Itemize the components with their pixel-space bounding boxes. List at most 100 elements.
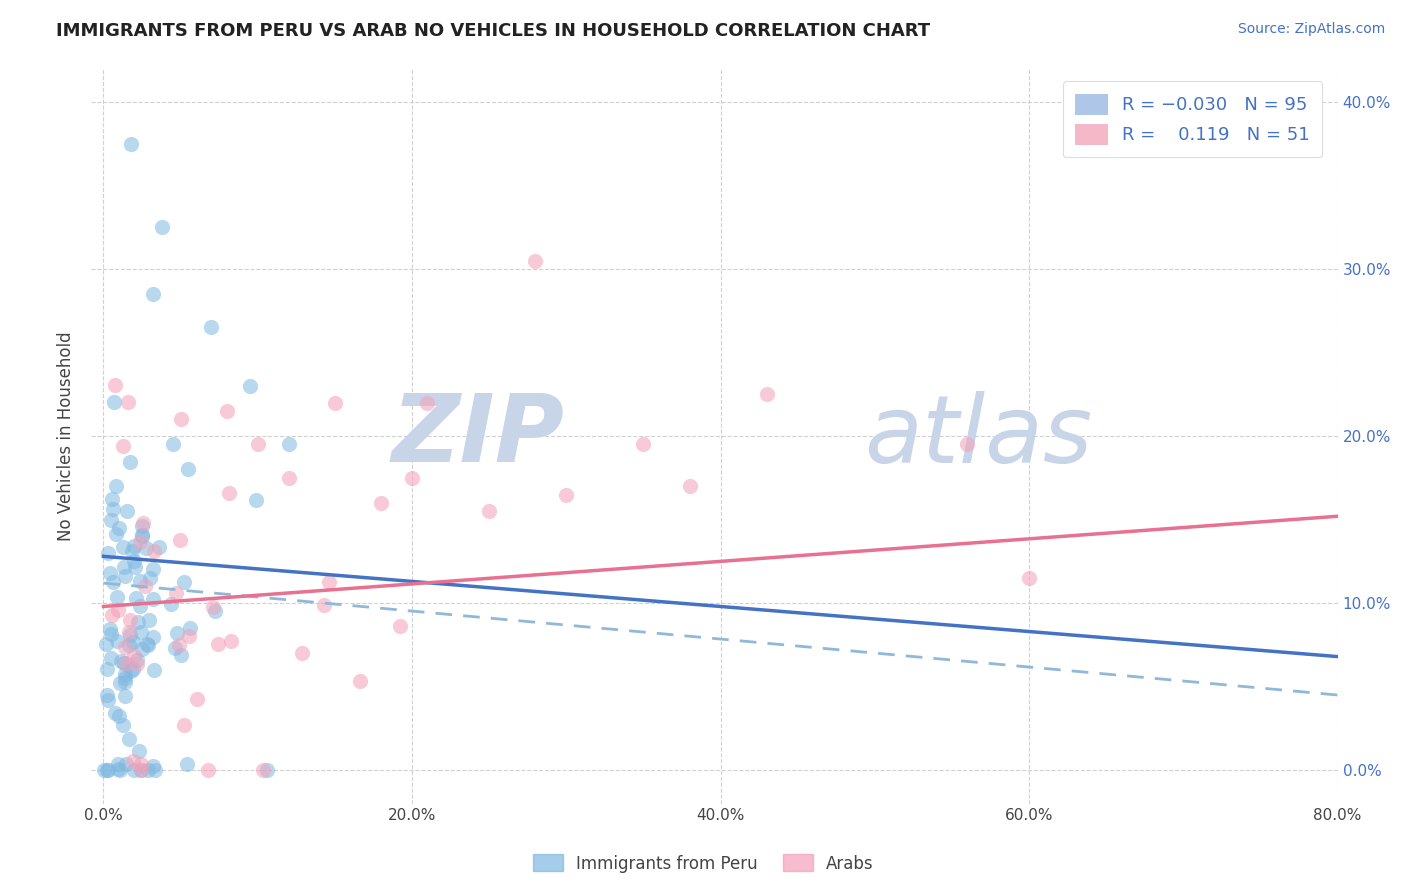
Point [122, 754, 145, 768]
Point [177, 629, 200, 643]
Point [129, 574, 152, 588]
Point [121, 544, 143, 558]
Point [162, 437, 184, 451]
Point [218, 486, 240, 500]
Point [129, 763, 152, 777]
Point [256, 763, 278, 777]
Point [114, 568, 136, 582]
Point [245, 493, 267, 508]
Point [118, 455, 141, 469]
Point [150, 220, 173, 235]
Point [118, 731, 141, 746]
Point [124, 554, 146, 568]
Point [135, 541, 157, 555]
Point [129, 599, 152, 613]
Point [108, 675, 131, 690]
Point [679, 479, 702, 493]
Point [246, 437, 269, 451]
Point [349, 674, 371, 689]
Point [388, 618, 411, 632]
Point [239, 379, 262, 393]
Point [124, 560, 146, 574]
Text: atlas: atlas [863, 391, 1092, 482]
Point [97, 546, 120, 560]
Point [160, 597, 183, 611]
Point [103, 394, 125, 409]
Point [204, 604, 226, 618]
Point [114, 666, 136, 681]
Point [478, 504, 501, 518]
Point [96, 688, 118, 702]
Point [97, 763, 120, 777]
Point [138, 613, 160, 627]
Point [128, 744, 150, 758]
Point [115, 656, 138, 670]
Point [277, 471, 299, 485]
Point [173, 718, 195, 732]
Point [169, 412, 191, 426]
Point [112, 439, 135, 453]
Point [108, 763, 131, 777]
Point [131, 528, 153, 542]
Point [277, 437, 299, 451]
Point [94, 637, 117, 651]
Point [104, 706, 127, 720]
Point [120, 136, 142, 151]
Point [104, 377, 127, 392]
Point [370, 496, 392, 510]
Point [170, 648, 193, 663]
Point [98, 566, 121, 581]
Point [755, 387, 778, 401]
Point [125, 591, 148, 606]
Point [555, 487, 578, 501]
Legend: R = −0.030   N = 95, R =    0.119   N = 51: R = −0.030 N = 95, R = 0.119 N = 51 [1063, 81, 1323, 157]
Point [125, 657, 148, 671]
Point [142, 287, 165, 301]
Point [219, 634, 242, 648]
Point [142, 631, 165, 645]
Text: IMMIGRANTS FROM PERU VS ARAB NO VEHICLES IN HOUSEHOLD CORRELATION CHART: IMMIGRANTS FROM PERU VS ARAB NO VEHICLES… [56, 22, 931, 40]
Point [176, 756, 198, 771]
Point [142, 663, 165, 677]
Point [401, 471, 423, 485]
Point [633, 437, 655, 451]
Point [93, 763, 115, 777]
Point [96, 763, 118, 777]
Point [129, 763, 152, 777]
Point [1018, 571, 1040, 585]
Point [163, 640, 186, 655]
Point [186, 691, 208, 706]
Point [122, 539, 145, 553]
Point [107, 603, 129, 617]
Point [252, 763, 274, 777]
Point [215, 404, 238, 418]
Point [290, 646, 312, 660]
Point [142, 759, 165, 773]
Point [98, 622, 121, 636]
Point [131, 518, 153, 533]
Point [121, 634, 143, 648]
Point [118, 613, 141, 627]
Text: Source: ZipAtlas.com: Source: ZipAtlas.com [1237, 22, 1385, 37]
Point [104, 479, 127, 493]
Point [200, 320, 222, 334]
Text: ZIP: ZIP [392, 390, 565, 482]
Point [207, 637, 229, 651]
Point [101, 491, 124, 506]
Point [100, 513, 122, 527]
Point [131, 624, 153, 639]
Point [112, 656, 135, 670]
Point [107, 757, 129, 772]
Point [136, 638, 159, 652]
Point [141, 562, 163, 576]
Point [127, 615, 149, 630]
Point [131, 529, 153, 543]
Point [100, 627, 122, 641]
Point [103, 575, 125, 590]
Point [103, 502, 125, 516]
Point [117, 395, 139, 409]
Y-axis label: No Vehicles in Household: No Vehicles in Household [58, 331, 75, 541]
Point [112, 718, 135, 732]
Point [129, 535, 152, 549]
Point [112, 560, 135, 574]
